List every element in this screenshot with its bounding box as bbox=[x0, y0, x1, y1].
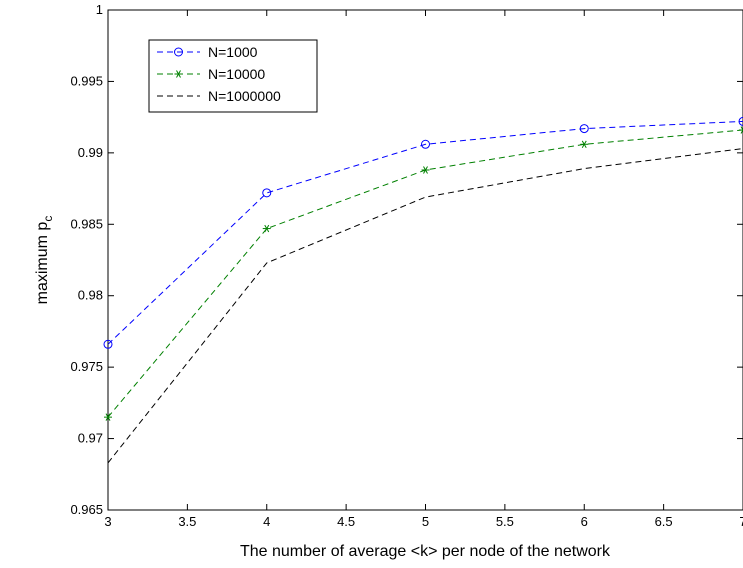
legend-marker bbox=[174, 47, 183, 57]
data-point bbox=[580, 140, 589, 148]
data-point bbox=[262, 224, 271, 233]
series-1 bbox=[103, 116, 743, 349]
legend-item: N=1000 bbox=[157, 44, 258, 60]
series-3 bbox=[107, 148, 743, 464]
data-point bbox=[738, 116, 743, 126]
x-axis-title: The number of average <k> per node of th… bbox=[240, 543, 611, 560]
x-tick-label: 3 bbox=[104, 514, 111, 529]
data-point bbox=[262, 188, 272, 198]
x-tick-label: 7 bbox=[739, 514, 743, 529]
y-axis-title-subscript: c bbox=[41, 216, 55, 222]
x-tick-label: 6 bbox=[581, 514, 588, 529]
x-tick-label: 5.5 bbox=[496, 514, 514, 529]
legend: N=1000 N=10000 N=1000000 bbox=[148, 39, 318, 113]
data-point bbox=[103, 339, 113, 349]
data-point bbox=[739, 126, 743, 134]
y-tick-label: 0.97 bbox=[78, 431, 103, 446]
legend-marker bbox=[174, 70, 183, 78]
legend-label: N=1000000 bbox=[208, 88, 281, 104]
x-tick-label: 3.5 bbox=[178, 514, 196, 529]
y-axis-title-main: maximum p bbox=[34, 222, 51, 305]
legend-item: N=1000000 bbox=[157, 88, 281, 104]
y-axis-title: maximum pc bbox=[34, 216, 55, 305]
y-tick-label: 0.995 bbox=[70, 73, 103, 88]
data-point bbox=[104, 413, 112, 421]
series-layer bbox=[103, 116, 743, 464]
data-point bbox=[421, 166, 430, 174]
y-tick-label: 1 bbox=[96, 2, 103, 17]
x-tick-label: 6.5 bbox=[655, 514, 673, 529]
legend-item: N=10000 bbox=[157, 66, 265, 82]
series-line bbox=[107, 148, 743, 464]
x-tick-label: 5 bbox=[422, 514, 429, 529]
series-2 bbox=[104, 126, 743, 421]
series-line bbox=[107, 120, 743, 345]
x-tick-label: 4 bbox=[263, 514, 270, 529]
y-tick-label: 0.99 bbox=[78, 145, 103, 160]
data-point bbox=[421, 139, 430, 149]
legend-label: N=1000 bbox=[208, 44, 258, 60]
x-tick-label: 4.5 bbox=[337, 514, 355, 529]
legend-label: N=10000 bbox=[208, 66, 265, 82]
y-tick-label: 0.975 bbox=[70, 359, 103, 374]
axis-ticks: 3 3.5 4 4.5 5 5.5 6 6.5 7 0.965 0.97 0.975 0.98 0.985… bbox=[70, 2, 743, 529]
y-tick-label: 0.985 bbox=[70, 216, 103, 231]
y-tick-label: 0.965 bbox=[70, 502, 103, 517]
y-tick-label: 0.98 bbox=[78, 288, 103, 303]
data-point bbox=[579, 124, 589, 134]
